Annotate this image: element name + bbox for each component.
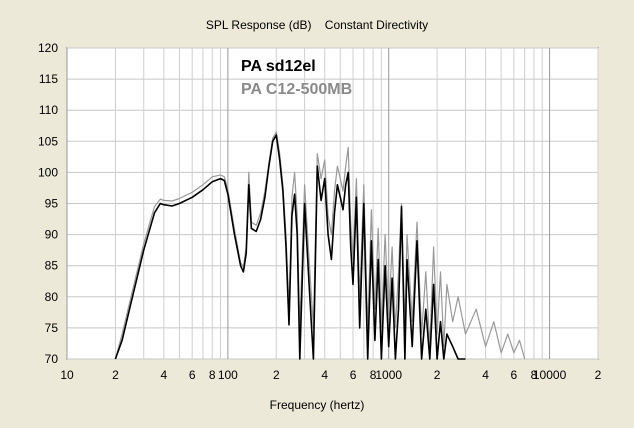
- x-tick-label: 6: [511, 368, 518, 382]
- x-tick-label: 6: [189, 368, 196, 382]
- x-tick-label: 2: [434, 368, 441, 382]
- x-tick-label: 4: [321, 368, 328, 382]
- x-axis-label: Frequency (hertz): [270, 398, 365, 412]
- y-tick-label: 110: [39, 103, 58, 117]
- y-tick-label: 95: [45, 197, 59, 211]
- y-tick-label: 75: [45, 321, 59, 335]
- y-tick-label: 115: [39, 72, 58, 86]
- x-tick-label: 8: [370, 368, 377, 382]
- x-tick-label: 8: [209, 368, 216, 382]
- y-tick-label: 105: [38, 134, 58, 148]
- y-tick-label: 70: [45, 352, 59, 366]
- y-tick-label: 80: [45, 290, 59, 304]
- y-tick-label: 90: [45, 228, 59, 242]
- series-line-pa-sd12el: [114, 134, 466, 360]
- x-tick-label: 1000: [375, 368, 402, 382]
- legend-entry: PA C12-500MB: [241, 81, 352, 98]
- x-tick-label: 6: [350, 368, 357, 382]
- x-tick-label: 4: [482, 368, 489, 382]
- y-tick-label: 120: [38, 41, 58, 55]
- legend-entry: PA sd12el: [241, 58, 316, 75]
- x-tick-label: 2: [112, 368, 119, 382]
- x-tick-label: 2: [273, 368, 280, 382]
- x-tick-label: 100: [218, 368, 238, 382]
- x-tick-label: 10000: [533, 368, 567, 382]
- series-layer: [114, 131, 526, 360]
- y-tick-label: 85: [45, 259, 59, 273]
- grid: [66, 47, 599, 360]
- x-tick-label: 8: [531, 368, 538, 382]
- x-tick-label: 2: [595, 368, 602, 382]
- legend: PA sd12el PA C12-500MB: [241, 58, 352, 98]
- y-tick-label: 100: [38, 165, 58, 179]
- x-tick-label: 10: [60, 368, 74, 382]
- x-tick-label: 4: [161, 368, 168, 382]
- chart-title: SPL Response (dB) Constant Directivity: [206, 18, 428, 32]
